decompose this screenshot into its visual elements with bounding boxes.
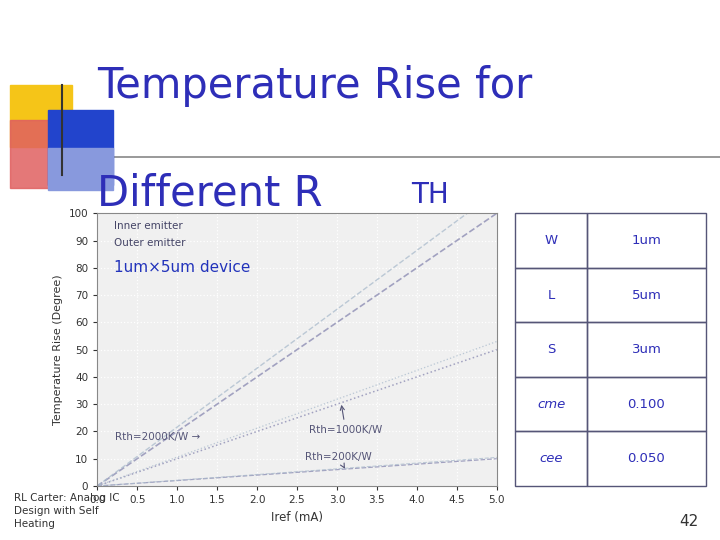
Text: 0.100: 0.100 <box>628 397 665 411</box>
Text: 3um: 3um <box>631 343 662 356</box>
Text: TH: TH <box>411 181 449 209</box>
X-axis label: Iref (mA): Iref (mA) <box>271 511 323 524</box>
Text: S: S <box>547 343 555 356</box>
Text: Inner emitter: Inner emitter <box>114 221 183 232</box>
Y-axis label: Temperature Rise (Degree): Temperature Rise (Degree) <box>53 274 63 425</box>
Text: Temperature Rise for: Temperature Rise for <box>97 65 533 107</box>
Text: RL Carter: Analog IC
Design with Self
Heating: RL Carter: Analog IC Design with Self He… <box>14 493 120 529</box>
Text: Different R: Different R <box>97 173 323 215</box>
Text: Rth=2000K/W →: Rth=2000K/W → <box>114 431 200 442</box>
Text: W: W <box>544 234 557 247</box>
Text: 42: 42 <box>679 514 698 529</box>
Text: Rth=200K/W: Rth=200K/W <box>305 452 372 468</box>
Text: cee: cee <box>539 452 563 465</box>
Text: 0.050: 0.050 <box>628 452 665 465</box>
Text: L: L <box>547 288 554 302</box>
Text: Outer emitter: Outer emitter <box>114 238 186 248</box>
Text: 1um: 1um <box>631 234 662 247</box>
Text: 5um: 5um <box>631 288 662 302</box>
Text: cme: cme <box>537 397 565 411</box>
Text: Rth=1000K/W: Rth=1000K/W <box>309 406 382 435</box>
Text: 1um×5um device: 1um×5um device <box>114 260 251 275</box>
